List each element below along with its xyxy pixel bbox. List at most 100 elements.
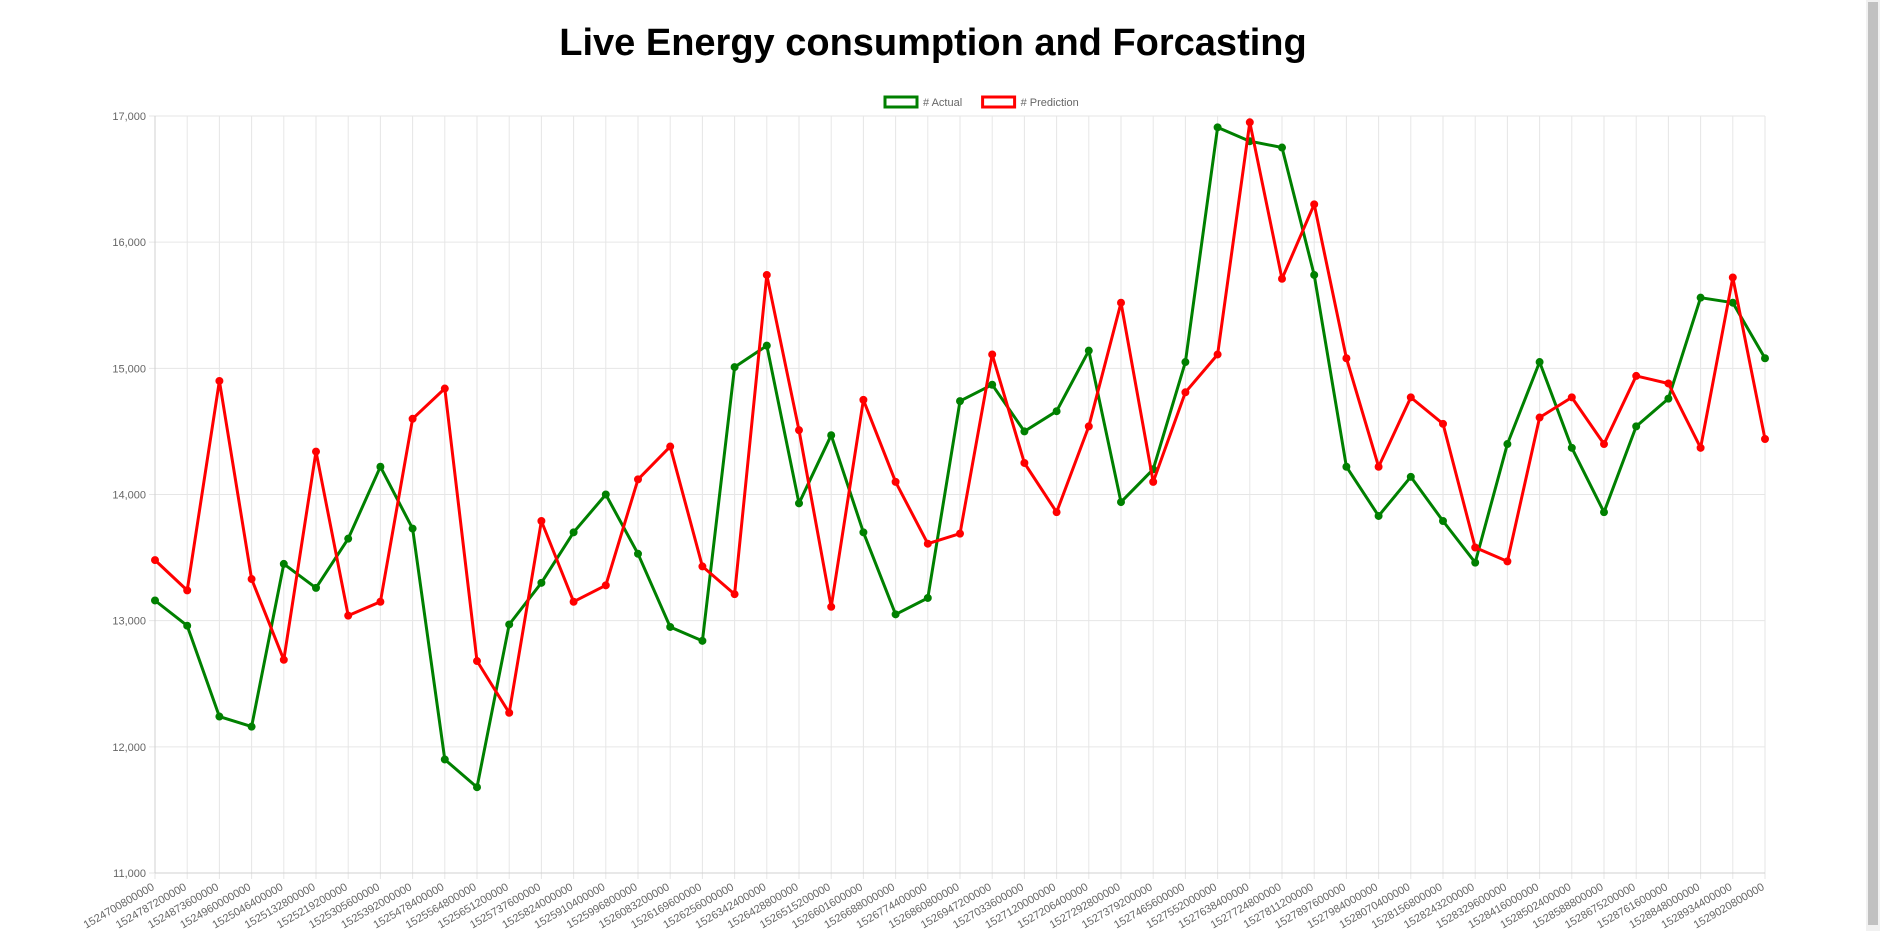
data-point-prediction[interactable] [505,708,514,717]
data-point-actual[interactable] [698,636,707,645]
data-point-prediction[interactable] [859,395,868,404]
data-point-prediction[interactable] [473,657,481,666]
data-point-prediction[interactable] [730,590,739,599]
data-point-actual[interactable] [1310,270,1319,279]
data-point-prediction[interactable] [1567,393,1576,402]
data-point-actual[interactable] [634,549,642,558]
data-point-prediction[interactable] [923,539,932,548]
data-point-prediction[interactable] [601,581,610,590]
data-point-actual[interactable] [344,534,353,543]
data-point-prediction[interactable] [988,350,997,359]
data-point-prediction[interactable] [1374,462,1383,471]
data-point-actual[interactable] [1439,516,1447,525]
data-point-actual[interactable] [1471,558,1480,567]
data-point-prediction[interactable] [537,516,546,525]
chart-legend[interactable]: # Actual # Prediction [883,95,1079,109]
data-point-prediction[interactable] [1728,273,1737,282]
data-point-prediction[interactable] [215,376,224,385]
data-point-prediction[interactable] [1278,274,1286,283]
data-point-prediction[interactable] [247,575,256,584]
data-point-prediction[interactable] [666,442,675,451]
data-point-actual[interactable] [1728,298,1737,307]
data-point-prediction[interactable] [795,426,803,435]
data-point-actual[interactable] [1342,462,1351,471]
data-point-prediction[interactable] [1052,508,1061,517]
data-point-actual[interactable] [1084,346,1093,355]
data-point-actual[interactable] [1632,422,1641,431]
data-point-actual[interactable] [1535,358,1544,367]
data-point-actual[interactable] [376,462,385,471]
data-point-prediction[interactable] [1084,422,1093,431]
data-point-actual[interactable] [1696,293,1705,302]
data-point-prediction[interactable] [1471,543,1480,552]
data-point-prediction[interactable] [1664,379,1673,388]
data-point-prediction[interactable] [1632,371,1641,380]
vertical-scrollbar[interactable] [1866,0,1880,931]
data-point-actual[interactable] [730,363,739,372]
data-point-actual[interactable] [988,380,997,389]
data-point-actual[interactable] [601,490,610,499]
data-point-actual[interactable] [312,583,320,592]
data-point-prediction[interactable] [569,597,578,606]
data-point-prediction[interactable] [1439,419,1447,428]
data-point-actual[interactable] [1567,443,1576,452]
data-point-actual[interactable] [473,783,481,792]
data-point-actual[interactable] [1181,358,1190,367]
data-point-actual[interactable] [1600,508,1608,517]
data-point-actual[interactable] [151,596,159,605]
data-point-actual[interactable] [1503,440,1512,449]
data-point-prediction[interactable] [1696,443,1705,452]
data-point-prediction[interactable] [151,556,159,565]
data-point-prediction[interactable] [183,586,192,595]
data-point-prediction[interactable] [376,597,385,606]
data-point-actual[interactable] [440,755,449,764]
data-point-prediction[interactable] [1181,388,1190,397]
data-point-prediction[interactable] [1600,440,1608,449]
data-point-prediction[interactable] [1342,354,1351,363]
data-point-prediction[interactable] [1245,118,1254,127]
data-point-prediction[interactable] [827,602,836,611]
data-point-actual[interactable] [1117,498,1125,507]
data-point-prediction[interactable] [279,655,288,664]
data-point-prediction[interactable] [698,562,707,571]
data-point-actual[interactable] [923,593,932,602]
data-point-prediction[interactable] [1310,200,1319,209]
data-point-actual[interactable] [1020,427,1029,436]
data-point-prediction[interactable] [1535,413,1544,422]
data-point-actual[interactable] [1278,143,1286,152]
data-point-actual[interactable] [891,610,900,619]
data-point-prediction[interactable] [1503,557,1512,566]
data-point-prediction[interactable] [1117,298,1125,307]
data-point-actual[interactable] [505,620,514,629]
data-point-prediction[interactable] [1213,350,1222,359]
data-point-actual[interactable] [1052,407,1061,416]
data-point-actual[interactable] [408,524,417,533]
data-point-actual[interactable] [956,397,964,406]
data-point-actual[interactable] [827,431,836,440]
data-point-actual[interactable] [795,499,803,508]
data-point-actual[interactable] [762,341,771,350]
data-point-prediction[interactable] [634,475,642,484]
data-point-prediction[interactable] [312,447,320,456]
data-point-actual[interactable] [666,622,675,631]
data-point-prediction[interactable] [762,270,771,279]
data-point-prediction[interactable] [440,384,449,393]
data-point-actual[interactable] [247,722,256,731]
data-point-actual[interactable] [859,528,868,537]
data-point-actual[interactable] [569,528,578,537]
data-point-actual[interactable] [1406,472,1415,481]
data-point-prediction[interactable] [1761,434,1769,443]
data-point-actual[interactable] [215,712,224,721]
data-point-actual[interactable] [537,578,546,587]
data-point-prediction[interactable] [1406,393,1415,402]
data-point-prediction[interactable] [344,611,353,620]
data-point-actual[interactable] [279,559,288,568]
data-point-actual[interactable] [1761,354,1769,363]
legend-item-actual[interactable]: # Actual [883,95,962,109]
data-point-actual[interactable] [1664,394,1673,403]
data-point-prediction[interactable] [408,414,417,423]
data-point-actual[interactable] [183,621,192,630]
legend-item-prediction[interactable]: # Prediction [981,95,1079,109]
data-point-actual[interactable] [1374,511,1383,520]
data-point-prediction[interactable] [891,477,900,486]
